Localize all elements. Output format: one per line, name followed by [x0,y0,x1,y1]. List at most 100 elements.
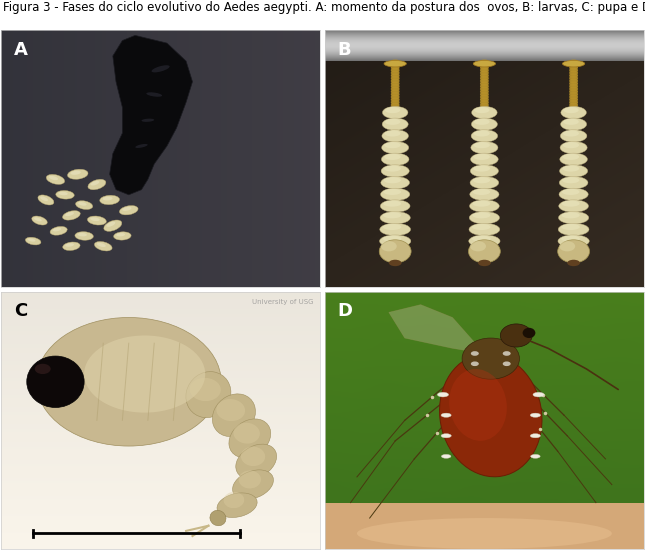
Ellipse shape [562,166,579,172]
Ellipse shape [122,207,132,211]
Ellipse shape [106,222,115,227]
Ellipse shape [480,71,489,74]
Ellipse shape [441,413,451,417]
Ellipse shape [480,104,489,107]
Ellipse shape [530,434,541,438]
Ellipse shape [470,165,499,177]
Ellipse shape [472,235,491,241]
Ellipse shape [152,65,170,73]
Ellipse shape [561,235,580,241]
Ellipse shape [381,188,410,201]
Ellipse shape [569,89,578,91]
Ellipse shape [569,73,578,75]
Ellipse shape [469,235,500,248]
Ellipse shape [391,100,400,102]
Ellipse shape [470,200,499,212]
Ellipse shape [94,241,112,251]
Ellipse shape [40,196,48,201]
Ellipse shape [236,444,277,479]
Ellipse shape [34,217,42,221]
Ellipse shape [569,61,578,64]
Ellipse shape [569,59,578,63]
Ellipse shape [562,60,585,67]
Ellipse shape [474,119,490,125]
Ellipse shape [100,195,119,205]
Ellipse shape [381,153,409,166]
Ellipse shape [53,228,61,232]
Ellipse shape [104,220,122,232]
Ellipse shape [480,84,489,86]
Ellipse shape [569,90,578,93]
Ellipse shape [391,90,400,93]
Ellipse shape [88,179,106,190]
Ellipse shape [382,106,408,119]
Ellipse shape [480,68,489,70]
Ellipse shape [63,211,80,220]
Ellipse shape [559,177,588,189]
Ellipse shape [381,241,397,251]
Ellipse shape [469,223,500,235]
Ellipse shape [480,90,489,93]
Ellipse shape [502,361,511,366]
Ellipse shape [88,216,106,225]
Ellipse shape [480,69,489,72]
Ellipse shape [84,336,205,412]
Ellipse shape [391,95,400,98]
Ellipse shape [480,98,489,101]
Ellipse shape [190,378,221,401]
Ellipse shape [569,87,578,90]
Ellipse shape [473,142,490,148]
Ellipse shape [470,177,499,189]
Ellipse shape [480,63,489,66]
Text: D: D [338,302,353,320]
Ellipse shape [449,369,507,441]
Ellipse shape [480,79,489,82]
Ellipse shape [480,85,489,88]
Ellipse shape [480,87,489,90]
Ellipse shape [391,77,400,80]
Ellipse shape [473,60,495,67]
Text: C: C [14,302,27,320]
Ellipse shape [569,85,578,88]
Ellipse shape [471,141,498,154]
Ellipse shape [470,212,499,224]
Ellipse shape [441,454,451,458]
Ellipse shape [384,130,401,136]
Ellipse shape [473,166,490,172]
Ellipse shape [473,201,490,207]
Ellipse shape [569,101,578,104]
Ellipse shape [391,101,400,104]
Ellipse shape [383,201,401,207]
Ellipse shape [567,260,580,266]
Ellipse shape [382,235,401,241]
Ellipse shape [531,454,540,458]
Ellipse shape [239,470,261,488]
Ellipse shape [480,77,489,80]
Ellipse shape [569,63,578,66]
Ellipse shape [480,93,489,96]
Ellipse shape [473,154,490,160]
Ellipse shape [569,64,578,68]
Ellipse shape [559,212,589,224]
Ellipse shape [437,392,448,397]
Ellipse shape [559,241,575,251]
Ellipse shape [146,92,162,97]
Ellipse shape [480,82,489,85]
Ellipse shape [210,510,226,526]
Ellipse shape [569,84,578,86]
Ellipse shape [569,68,578,70]
Ellipse shape [383,224,401,230]
Ellipse shape [563,130,579,136]
Ellipse shape [480,64,489,68]
Ellipse shape [561,106,586,119]
Ellipse shape [474,107,490,113]
Ellipse shape [473,189,490,195]
Ellipse shape [389,260,402,266]
Ellipse shape [561,118,586,130]
Ellipse shape [116,233,125,236]
Ellipse shape [561,224,580,230]
Polygon shape [110,35,192,195]
Ellipse shape [391,61,400,64]
Ellipse shape [471,361,479,366]
Ellipse shape [569,104,578,107]
